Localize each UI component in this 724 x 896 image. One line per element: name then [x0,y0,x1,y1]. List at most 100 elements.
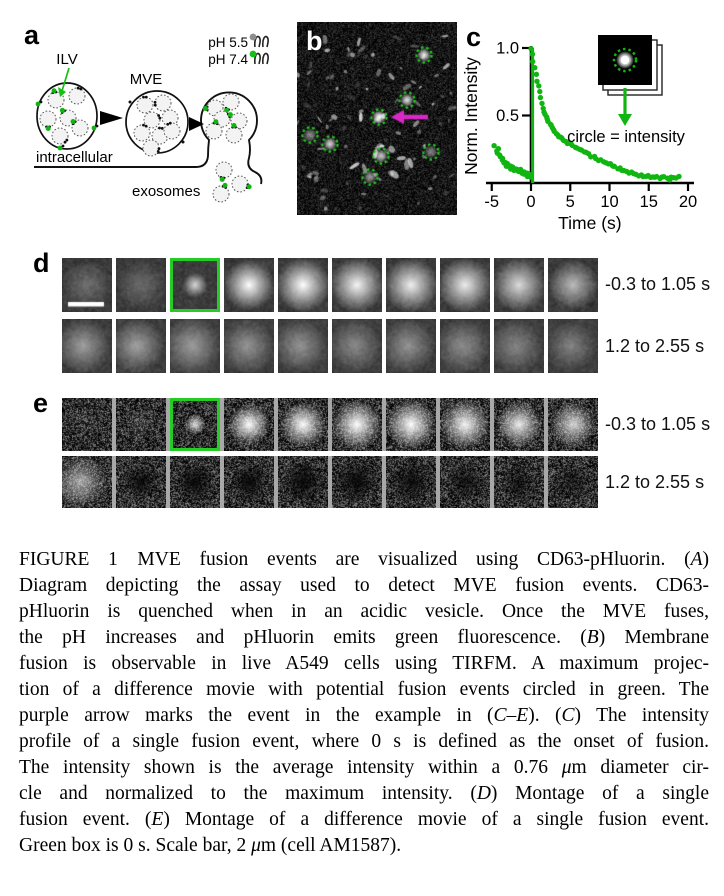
phluorin-dot [203,105,209,111]
phluorin-dot [45,125,51,131]
montage-frame [224,319,274,373]
panel-d-label: d [33,248,50,278]
ilv-circle [225,126,243,144]
panel-a-label: a [24,20,40,50]
montage-frame [170,319,220,373]
montage-frame [224,258,274,312]
montage-frame [62,398,112,451]
measurement-circle-icon [612,47,638,73]
montage-frame [62,319,112,373]
panel-b-label: b [306,26,323,56]
caption-line: FIGURE 1 MVE fusion events are visualize… [19,549,709,570]
ilv-circle [68,87,86,105]
exosomes-text: exosomes [132,183,200,200]
montage-frame [386,456,436,508]
ilv-circle [71,119,89,137]
y-axis-title: Norm. Intensity [461,57,481,175]
montage-frame [332,456,382,508]
montage-frame [332,319,382,373]
montage-frame [494,319,544,373]
montage-frame [332,398,382,451]
ilv-circle [39,110,57,128]
intensity-profile-chart: -5 0 5 10 15 20 0.5 1.0 Time (s) Norm. Intensity c… [461,35,697,233]
caption-line: The intensity shown is the average inten… [19,757,709,778]
montage-frame [548,319,598,373]
phluorin-dot [224,107,230,113]
svg-text:15: 15 [640,193,658,211]
panel-c-label: c [466,22,482,52]
panel-d-row2-time-label: 1.2 to 2.55 s [605,336,705,356]
phluorin-dot [70,119,76,125]
x-axis-title: Time (s) [558,213,622,233]
svg-text:20: 20 [679,193,697,211]
svg-text:0.5: 0.5 [496,107,519,125]
montage-frame [62,258,112,312]
panel-d-row1-time-label: -0.3 to 1.05 s [605,274,711,294]
ilv-circle [51,127,69,145]
panel-e-row2-time-label: 1.2 to 2.55 s [605,472,705,492]
montage-frame [278,319,328,373]
caption-line: pHluorin is quenched when in an acidic v… [19,601,709,622]
panel-a-diagram: ILV MVE intracellular exosomes pH 5.5 pH… [34,33,269,203]
svg-text:1.0: 1.0 [496,40,519,58]
montage-frame [278,398,328,451]
montage-frame [494,398,544,451]
panel-d-montage-row-2 [62,319,598,373]
caption-line: profile of a single fusion event, where … [19,731,709,752]
ilv-vesicles-group [35,86,252,203]
montage-frame-onset [170,258,220,312]
phluorin-dot [246,184,252,190]
montage-frame [224,398,274,451]
montage-frame [548,398,598,451]
ilv-circle [142,139,160,157]
arrow-right-icon [100,111,123,125]
phluorin-dot [59,107,65,113]
montage-frame [548,258,598,312]
mve-text: MVE [130,71,163,88]
caption-line: purple arrow marks the event in the exam… [19,705,709,726]
panel-e-row1-time-label: -0.3 to 1.05 s [605,414,711,434]
montage-frame [332,258,382,312]
phluorin-dot [51,88,57,94]
svg-text:0: 0 [526,193,535,211]
montage-frame [278,258,328,312]
montage-frame [278,456,328,508]
montage-frame [386,398,436,451]
ilv-circle [161,109,179,127]
montage-frame [440,258,490,312]
intensity-trace [491,46,682,183]
phluorin-dot [222,182,228,188]
montage-frame [224,456,274,508]
panel-b-tirfm-image [297,22,457,215]
montage-frame [62,456,112,508]
ilv-circle [136,96,154,114]
caption-line: Diagram depicting the assay used to dete… [19,575,709,596]
ilv-circle [212,185,230,203]
ilv-circle [205,122,223,140]
ilv-text: ILV [56,51,77,68]
svg-text:10: 10 [600,193,618,211]
phluorin-dot [227,112,233,118]
panel-d-montage-row-1 [62,258,598,312]
inset-annotation: circle = intensity [567,128,686,146]
montage-frame [440,398,490,451]
montage-frame [386,258,436,312]
ilv-circle [215,161,233,179]
ilv-pointer-line [61,67,70,92]
intracellular-text: intracellular [36,149,113,166]
caption-line: fusion is observable in live A549 cells … [19,653,709,674]
phluorin-dot [219,176,225,182]
montage-frame [494,258,544,312]
caption-line: fusion event. (E) Montage of a differenc… [19,809,709,830]
ilv-circle [143,111,161,129]
montage-frame [494,456,544,508]
montage-frame [548,456,598,508]
montage-frame [116,456,166,508]
phluorin-dot [231,123,237,128]
plasma-membrane-line [34,91,263,185]
inset-arrowhead-icon [618,114,632,126]
montage-frame [116,319,166,373]
caption-line: the pH increases and pHluorin emits gree… [19,627,709,648]
svg-text:-5: -5 [484,193,499,211]
